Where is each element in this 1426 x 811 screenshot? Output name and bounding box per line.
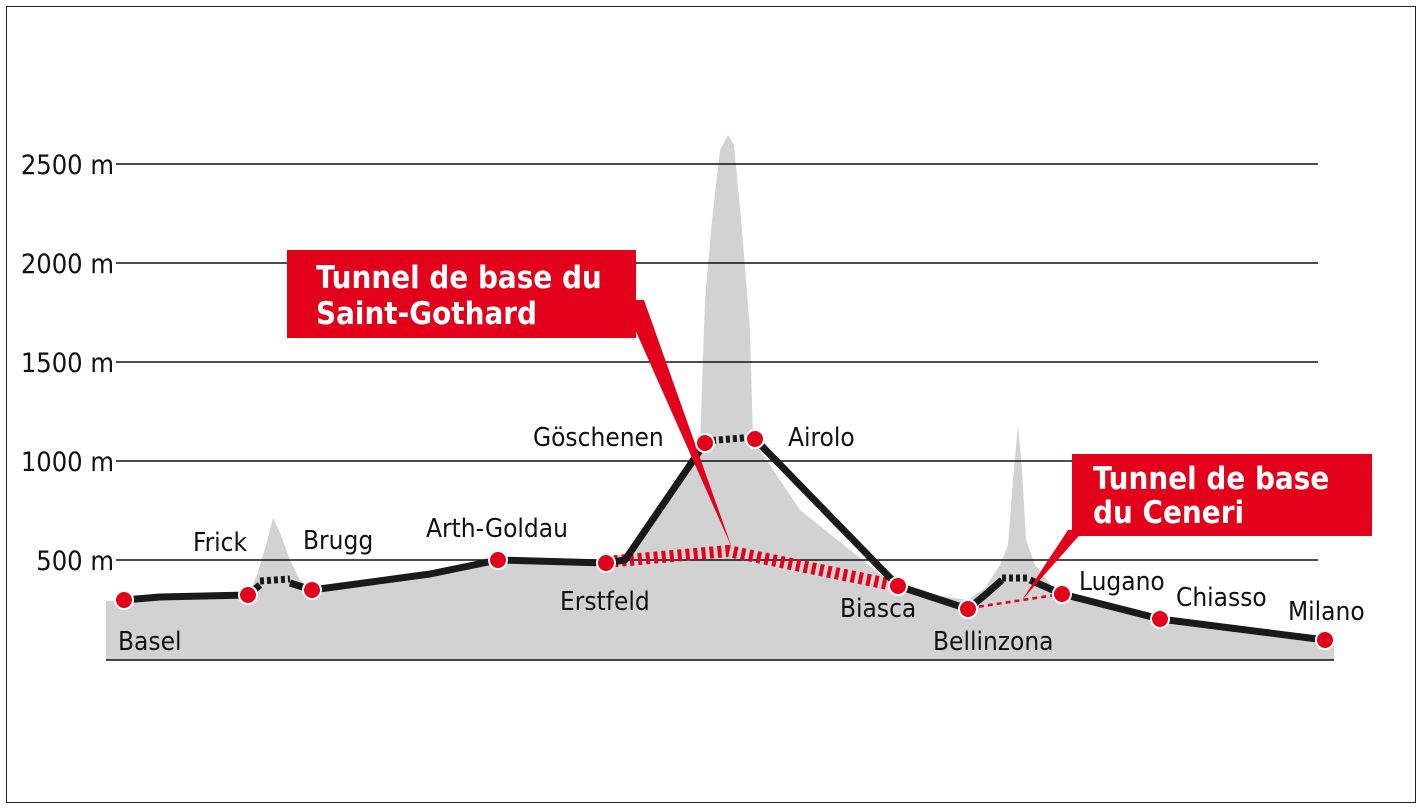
diagram-frame (6, 6, 1416, 803)
station-label-erstfeld: Erstfeld (560, 587, 650, 617)
gotthard-callout-line1: Tunnel de base du (316, 260, 602, 296)
station-dot-milano (1315, 630, 1335, 650)
station-label-milano: Milano (1288, 597, 1365, 627)
station-label-airolo: Airolo (788, 423, 855, 453)
station-label-goschenen: Göschenen (533, 423, 664, 453)
axis-label-2000: 2000 m (21, 249, 114, 280)
ceneri-callout-box (1072, 454, 1372, 536)
station-dot-arth-goldau (488, 550, 508, 570)
station-dot-lugano (1052, 584, 1072, 604)
bozberg-tunnel (259, 575, 291, 585)
station-dot-goschenen (695, 433, 715, 453)
station-dot-erstfeld (596, 553, 616, 573)
station-labels: Basel Frick Brugg Arth-Goldau Erstfeld G… (118, 423, 1365, 657)
gridlines (116, 163, 1318, 561)
gotthard-callout-pointer (622, 300, 732, 548)
station-dot-bellinzona (958, 599, 978, 619)
station-label-bellinzona: Bellinzona (933, 627, 1054, 657)
station-label-basel: Basel (118, 627, 181, 657)
station-dot-chiasso (1150, 609, 1170, 629)
station-dot-basel (114, 590, 134, 610)
axis-label-2500: 2500 m (21, 150, 114, 181)
station-dot-frick (238, 585, 258, 605)
station-dot-brugg (302, 580, 322, 600)
axis-label-1000: 1000 m (21, 447, 114, 478)
ceneri-callout-line1: Tunnel de base (1093, 461, 1329, 497)
axis-label-1500: 1500 m (21, 348, 114, 379)
gotthard-base-tunnel (605, 544, 900, 592)
station-label-brugg: Brugg (303, 526, 373, 556)
station-label-lugano: Lugano (1079, 567, 1165, 597)
station-markers (114, 429, 1335, 650)
station-label-frick: Frick (193, 528, 248, 558)
station-label-arth-goldau: Arth-Goldau (426, 514, 568, 544)
gotthard-callout-box (287, 250, 636, 338)
ceneri-base-tunnel (969, 592, 1063, 610)
station-dot-biasca (888, 576, 908, 596)
ceneri-callout-line2: du Ceneri (1093, 495, 1244, 531)
station-dot-airolo (745, 429, 765, 449)
y-axis-labels: 500 m 1000 m 1500 m 2000 m 2500 m (21, 150, 114, 577)
station-label-chiasso: Chiasso (1176, 583, 1267, 613)
terrain-profile (106, 135, 1334, 660)
ceneri-callout-pointer (1022, 530, 1084, 600)
gotthard-callout-line2: Saint-Gothard (316, 296, 537, 332)
station-label-biasca: Biasca (840, 594, 916, 624)
axis-label-500: 500 m (36, 546, 114, 577)
